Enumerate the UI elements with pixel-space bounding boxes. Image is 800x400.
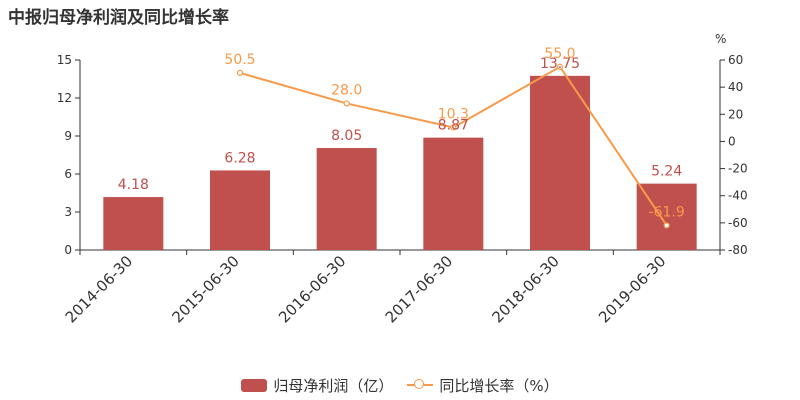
legend-bar-swatch [241, 378, 268, 392]
bar-2017-06-30 [423, 137, 484, 250]
growth-value-label: -61.9 [649, 204, 685, 220]
x-category-label: 2014-06-30 [62, 252, 136, 326]
growth-value-label: 28.0 [331, 82, 362, 98]
y-left-tick-label: 9 [64, 129, 72, 143]
y-left-tick-label: 3 [64, 205, 72, 219]
y-left-tick-label: 0 [64, 243, 72, 257]
x-category-label: 2015-06-30 [168, 252, 242, 326]
growth-point [556, 63, 564, 70]
growth-point [343, 100, 350, 107]
bar-series [103, 75, 697, 250]
bar-value-label: 8.05 [331, 128, 362, 144]
y-right-tick-label: -80 [728, 243, 748, 257]
growth-point [663, 222, 670, 229]
bar-value-label: 6.28 [224, 150, 255, 166]
growth-line-series [236, 63, 670, 229]
x-category-label: 2019-06-30 [595, 252, 669, 326]
y-right-tick-label: 20 [728, 107, 743, 121]
growth-value-label: 55.0 [544, 46, 575, 62]
growth-point [236, 69, 244, 76]
legend-growth-label: 同比增长率（%） [439, 376, 559, 395]
growth-point [450, 124, 457, 131]
x-category-label: 2017-06-30 [382, 252, 456, 326]
bar-2015-06-30 [210, 170, 270, 250]
y-right-tick-label: -20 [728, 162, 748, 176]
growth-value-label: 10.3 [438, 106, 469, 122]
y-left-tick-label: 6 [64, 167, 72, 181]
legend: 归母净利润（亿） 同比增长率（%） [0, 375, 800, 395]
y-right-tick-label: -40 [728, 189, 748, 203]
bar-value-label: 5.24 [651, 164, 682, 180]
bar-value-label: 4.18 [118, 177, 149, 193]
x-category-label: 2018-06-30 [488, 252, 562, 326]
bar-value-label: 8.87 [438, 118, 469, 134]
bar-2014-06-30 [103, 197, 164, 250]
y-right-tick-label: 0 [728, 134, 736, 148]
bar-value-label: 13.75 [540, 56, 580, 72]
combo-chart: 0 3 6 9 12 15 -80 -60 -40 -20 0 20 40 60% 2014-06-30 20… [57, 32, 748, 326]
axes: 0 3 6 9 12 15 -80 -60 -40 -20 0 20 40 60% 2014-06-30 20… [57, 32, 748, 326]
y-left-tick-label: 15 [57, 53, 72, 67]
x-category-label: 2016-06-30 [275, 252, 349, 326]
legend-line-swatch [407, 378, 434, 392]
legend-profit-label: 归母净利润（亿） [273, 376, 394, 395]
chart-title: 中报归母净利润及同比增长率 [8, 8, 229, 28]
y-right-tick-label: 60 [728, 53, 743, 67]
bar-2016-06-30 [316, 148, 377, 250]
data-labels: 4.18 6.28 8.05 8.87 13.75 5.24 50.5 28.0 10.3 55.… [118, 46, 685, 221]
y-right-tick-label: -60 [728, 216, 748, 230]
legend-item-profit[interactable]: 归母净利润（亿） [241, 375, 393, 396]
legend-item-growth[interactable]: 同比增长率（%） [407, 375, 559, 396]
y-right-unit-label: % [715, 32, 726, 46]
y-left-tick-label: 12 [57, 91, 72, 105]
growth-value-label: 50.5 [224, 52, 255, 68]
bar-2018-06-30 [530, 75, 590, 250]
y-right-tick-label: 40 [728, 80, 743, 94]
